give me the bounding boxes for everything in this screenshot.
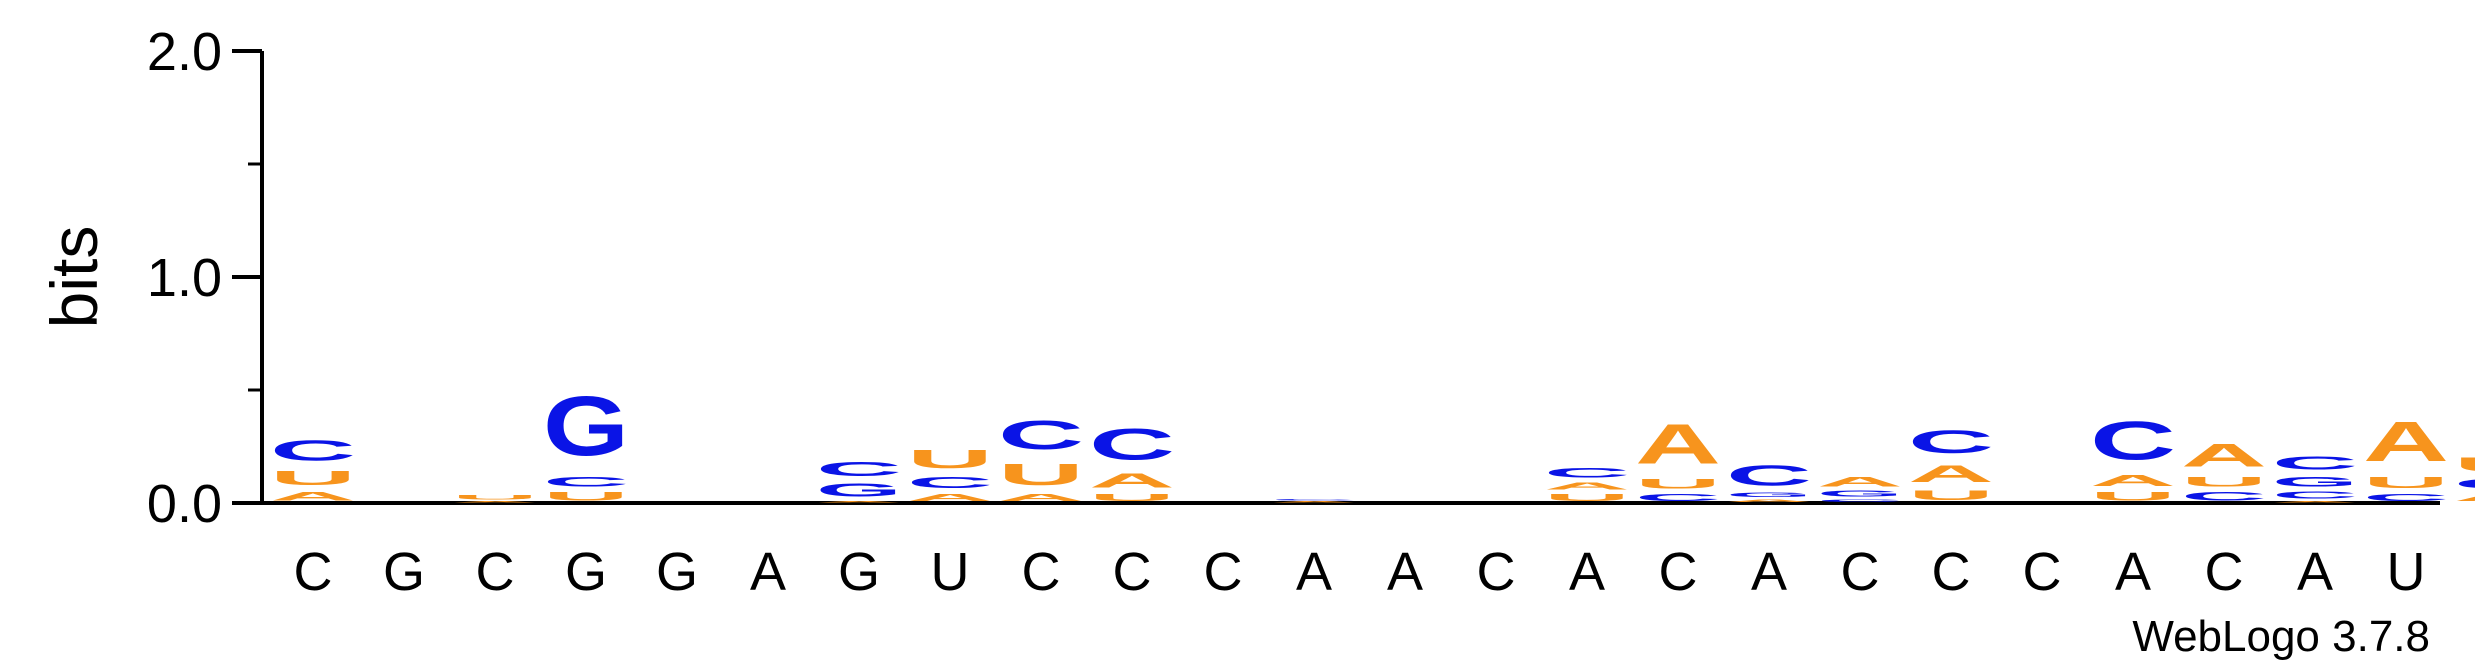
x-tick-label-18: C <box>1841 542 1880 602</box>
logo-glyph-A-pos3-0: A <box>452 501 538 503</box>
logo-glyph-A-pos24-2: A <box>2363 410 2449 473</box>
logo-glyph-U-pos21-0: U <box>2090 489 2176 503</box>
logo-glyph-C-pos10-2: C <box>1089 420 1175 469</box>
x-tick-label-12: A <box>1296 542 1332 602</box>
logo-glyph-C-pos1-2: C <box>270 435 356 466</box>
logo-glyph-G-pos18-1: G <box>1817 489 1903 498</box>
logo-glyph-C-pos16-0: C <box>1635 492 1721 503</box>
weblogo-credit: WebLogo 3.7.8 <box>2132 612 2430 661</box>
logo-glyph-U-pos9-1: U <box>998 458 1084 492</box>
logo-glyph-C-pos15-2: C <box>1544 464 1630 480</box>
logo-glyph-C-pos23-1: C <box>2272 489 2358 500</box>
logo-glyph-U-pos16-1: U <box>1635 476 1721 492</box>
logo-glyph-C-pos8-1: C <box>907 474 993 492</box>
logo-glyph-U-pos22-1: U <box>2181 474 2267 490</box>
logo-glyph-A-pos16-2: A <box>1635 413 1721 476</box>
logo-glyph-U-pos10-0: U <box>1089 492 1175 503</box>
logo-glyph-A-pos25-0: A <box>2454 492 2475 503</box>
logo-glyph-G-pos17-1: G <box>1726 492 1812 499</box>
logo-glyph-C-pos23-3: C <box>2272 453 2358 473</box>
x-tick-label-2: G <box>383 542 425 602</box>
y-axis-label: bits <box>37 226 111 329</box>
x-tick-label-7: G <box>838 542 880 602</box>
logo-glyph-C-pos9-2: C <box>998 413 1084 458</box>
logo-glyph-G-pos4-2: G <box>543 378 629 473</box>
logo-glyph-C-pos19-2: C <box>1908 424 1994 460</box>
x-tick-label-22: C <box>2205 542 2244 602</box>
logo-glyph-C-pos24-0: C <box>2363 492 2449 503</box>
logo-glyph-A-pos15-1: A <box>1544 480 1630 491</box>
logo-glyph-A-pos21-1: A <box>2090 471 2176 489</box>
y-axis: 0.0 1.0 2.0 bits <box>37 22 264 534</box>
logo-glyph-A-pos1-0: A <box>270 489 356 503</box>
x-tick-label-6: A <box>750 542 786 602</box>
logo-glyph-A-pos9-0: A <box>998 492 1084 503</box>
x-tick-label-1: C <box>294 542 333 602</box>
logo-glyph-U-pos3-1: U <box>452 494 538 501</box>
logo-glyph-G-pos23-2: G <box>2272 474 2358 490</box>
x-tick-label-15: A <box>1569 542 1605 602</box>
logo-glyph-U-pos15-0: U <box>1544 492 1630 503</box>
x-tick-label-8: U <box>931 542 970 602</box>
logo-glyph-A-pos8-0: A <box>907 492 993 503</box>
x-tick-label-19: C <box>1932 542 1971 602</box>
x-tick-label-13: A <box>1387 542 1423 602</box>
logo-glyph-A-pos12-0: A <box>1271 501 1357 503</box>
y-tick-label-1: 1.0 <box>147 248 222 308</box>
logo-glyph-G-pos7-1: G <box>816 480 902 500</box>
x-tick-label-16: C <box>1659 542 1698 602</box>
logo-glyph-C-pos22-0: C <box>2181 489 2267 503</box>
y-tick-label-0: 0.0 <box>147 474 222 534</box>
x-tick-label-5: G <box>656 542 698 602</box>
x-tick-label-3: C <box>476 542 515 602</box>
logo-glyph-U-pos24-1: U <box>2363 474 2449 492</box>
logo-glyph-A-pos18-2: A <box>1817 474 1903 490</box>
logo-glyph-C-pos21-2: C <box>2090 410 2176 471</box>
x-tick-label-21: A <box>2115 542 2151 602</box>
x-tick-label-14: C <box>1477 542 1516 602</box>
logo-glyph-U-pos8-2: U <box>907 444 993 473</box>
x-tick-label-20: C <box>2023 542 2062 602</box>
logo-glyph-C-pos25-1: C <box>2454 476 2475 492</box>
y-tick-label-2: 2.0 <box>147 22 222 82</box>
logo-glyph-C-pos17-2: C <box>1726 460 1812 491</box>
x-tick-label-23: A <box>2297 542 2333 602</box>
x-tick-label-10: C <box>1113 542 1152 602</box>
logo-glyph-A-pos17-0: A <box>1726 498 1812 503</box>
logo-glyph-A-pos22-2: A <box>2181 438 2267 474</box>
logo-glyph-C-pos4-1: C <box>543 474 629 490</box>
logo-glyph-A-pos7-0: A <box>816 501 902 503</box>
logo-glyph-U-pos1-1: U <box>270 467 356 489</box>
x-tick-label-9: C <box>1022 542 1061 602</box>
logo-glyph-A-pos23-0: A <box>2272 501 2358 503</box>
x-tick-label-11: C <box>1204 542 1243 602</box>
x-tick-label-17: A <box>1751 542 1787 602</box>
x-tick-label-24: U <box>2387 542 2426 602</box>
logo-glyph-C-pos12-1: C <box>1271 498 1357 500</box>
logo-glyph-U-pos25-2: U <box>2454 453 2475 475</box>
logo-glyph-U-pos4-0: U <box>543 489 629 503</box>
logo-glyph-C-pos18-0: C <box>1817 498 1903 503</box>
logo-glyph-C-pos7-2: C <box>816 458 902 480</box>
x-tick-label-4: G <box>565 542 607 602</box>
logo-glyph-A-pos10-1: A <box>1089 469 1175 491</box>
logo-glyph-U-pos19-0: U <box>1908 487 1994 503</box>
logo-glyph-A-pos19-1: A <box>1908 460 1994 487</box>
